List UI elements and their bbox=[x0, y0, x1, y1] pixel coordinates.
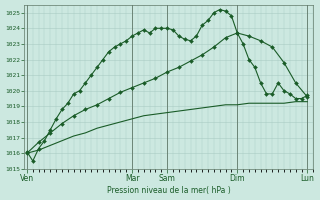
X-axis label: Pression niveau de la mer( hPa ): Pression niveau de la mer( hPa ) bbox=[107, 186, 230, 195]
